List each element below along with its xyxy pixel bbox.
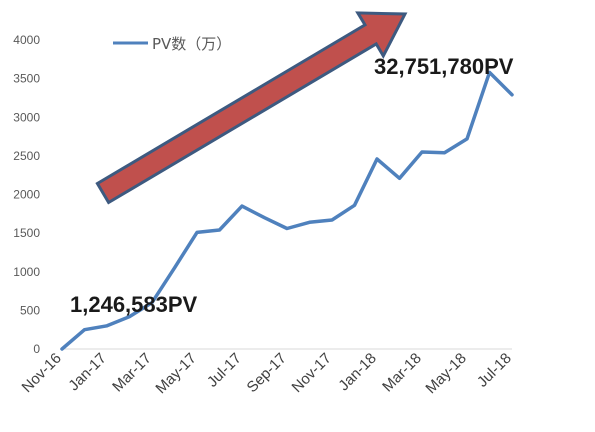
x-tick-label: Jan-18 xyxy=(335,350,379,394)
series-layer xyxy=(60,70,514,351)
x-tick-label: Sep-17 xyxy=(244,350,290,396)
y-tick-label: 3500 xyxy=(13,72,40,86)
x-tick-label: Nov-17 xyxy=(289,350,335,396)
y-tick-label: 1500 xyxy=(13,226,40,240)
y-tick-label: 0 xyxy=(33,342,40,356)
series-line xyxy=(60,70,514,351)
annotation-end-pv: 32,751,780PV xyxy=(374,54,514,79)
y-axis: 0 500 1000 1500 2000 2500 3000 3500 4000 xyxy=(13,33,40,356)
annotation-start-pv: 1,246,583PV xyxy=(70,292,198,317)
x-tick-label: Jul-17 xyxy=(204,350,245,391)
x-tick-label: May-17 xyxy=(152,350,199,397)
x-tick-label: May-18 xyxy=(422,350,469,397)
annotations: 1,246,583PV 32,751,780PV xyxy=(70,54,514,317)
y-tick-label: 3000 xyxy=(13,110,40,124)
legend-label: PV数（万） xyxy=(152,35,231,53)
x-tick-label: Nov-16 xyxy=(19,350,65,396)
x-tick-label: Mar-17 xyxy=(109,350,155,396)
legend: PV数（万） xyxy=(113,35,231,53)
y-tick-label: 4000 xyxy=(13,33,40,47)
x-tick-label: Jul-18 xyxy=(474,350,515,391)
y-tick-label: 500 xyxy=(20,303,40,317)
x-tick-label: Jan-17 xyxy=(65,350,109,394)
x-tick-label: Mar-18 xyxy=(379,350,425,396)
y-tick-label: 2500 xyxy=(13,149,40,163)
y-tick-label: 1000 xyxy=(13,265,40,279)
y-tick-label: 2000 xyxy=(13,188,40,202)
trend-arrow xyxy=(95,11,408,205)
trend-arrow-shape xyxy=(95,11,408,205)
